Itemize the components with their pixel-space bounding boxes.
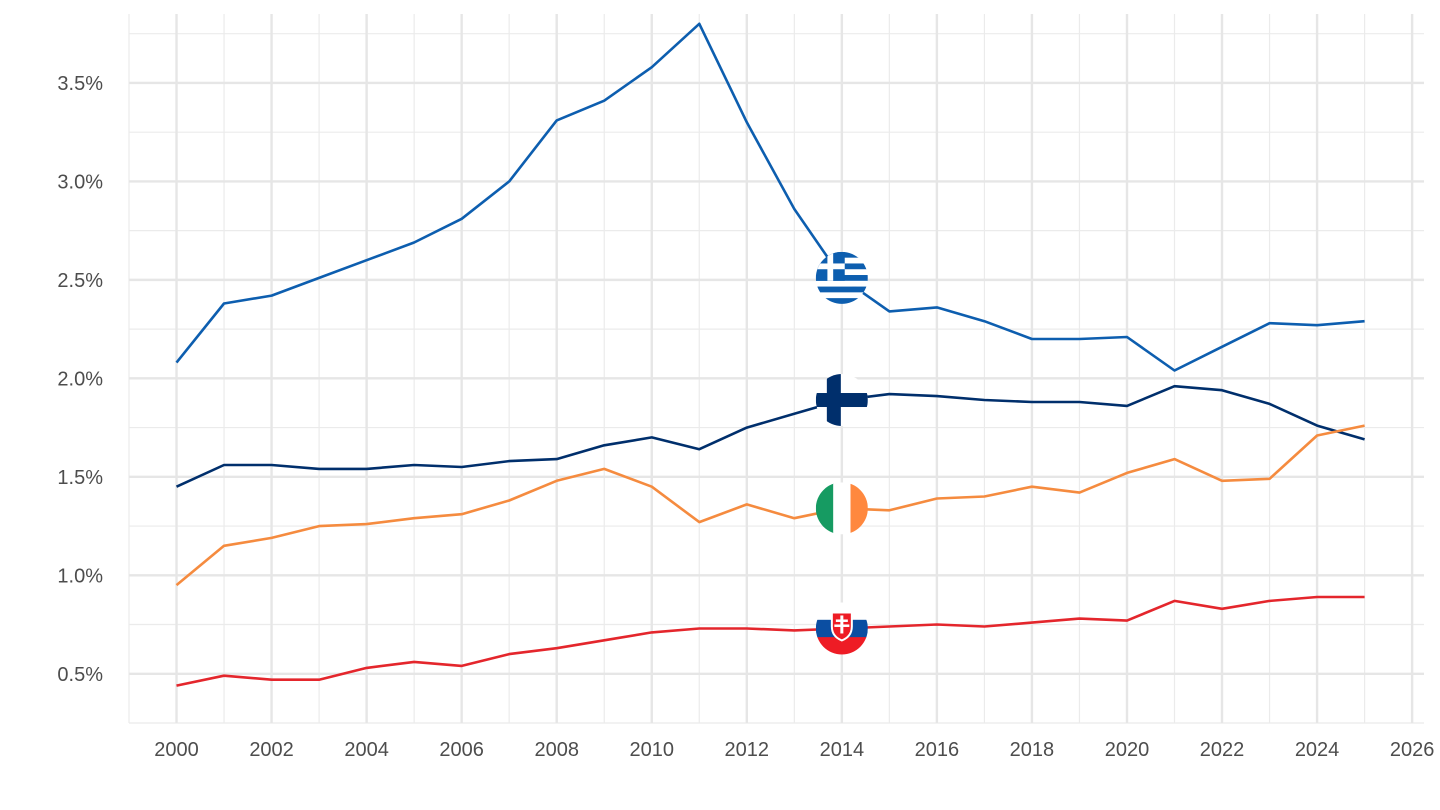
x-tick-label: 2004 (344, 739, 389, 761)
flag-markers (815, 251, 868, 655)
x-tick-label: 2018 (1010, 739, 1055, 761)
slovakia-flag (815, 602, 868, 655)
series-line-ireland (175, 424, 1365, 587)
y-tick-label: 2.0% (57, 368, 103, 390)
x-tick-label: 2006 (439, 739, 484, 761)
minor-gridlines (128, 14, 1424, 724)
y-tick-label: 1.5% (57, 467, 103, 489)
x-tick-label: 2026 (1390, 739, 1435, 761)
series-line-finland (175, 384, 1365, 488)
x-tick-label: 2014 (820, 739, 865, 761)
x-tick-label: 2016 (915, 739, 960, 761)
x-tick-label: 2010 (630, 739, 675, 761)
y-tick-label: 0.5% (57, 664, 103, 686)
greece-flag (815, 251, 868, 304)
series-lines (175, 22, 1365, 687)
y-tick-label: 2.5% (57, 270, 103, 292)
x-tick-label: 2002 (249, 739, 294, 761)
y-axis: 0.5% 1.0% 1.5% 2.0% 2.5% 3.0% 3.5% (57, 73, 103, 686)
x-axis: 2000 2002 2004 2006 2008 2010 2012 2014 2016 2018… (154, 739, 1434, 761)
ireland-flag (815, 482, 868, 535)
y-tick-label: 3.5% (57, 73, 103, 95)
series-line-slovakia (176, 595, 1365, 687)
x-tick-label: 2012 (725, 739, 770, 761)
x-tick-label: 2008 (534, 739, 579, 761)
y-tick-label: 3.0% (57, 171, 103, 193)
major-gridlines (129, 14, 1424, 723)
finland-flag (815, 374, 868, 427)
y-tick-label: 1.0% (57, 565, 103, 587)
x-tick-label: 2000 (154, 739, 199, 761)
x-tick-label: 2022 (1200, 739, 1245, 761)
x-tick-label: 2024 (1295, 739, 1340, 761)
series-line-greece (175, 22, 1365, 372)
x-tick-label: 2020 (1105, 739, 1150, 761)
